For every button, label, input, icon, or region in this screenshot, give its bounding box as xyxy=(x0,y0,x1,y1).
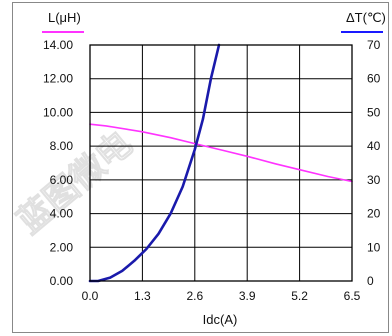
x-tick-label: 6.5 xyxy=(344,289,361,303)
left-y-tick-label: 6.00 xyxy=(50,173,74,187)
x-tick-label: 2.6 xyxy=(186,289,203,303)
left-y-tick-label: 12.00 xyxy=(43,72,73,86)
temperature-rise-series-line xyxy=(88,43,221,283)
left-y-tick-label: 4.00 xyxy=(50,207,74,221)
left-y-tick-label: 8.00 xyxy=(50,139,74,153)
plot-area-border xyxy=(89,44,353,282)
x-axis-title: Idc(A) xyxy=(203,312,238,327)
right-y-tick-label: 30 xyxy=(367,173,381,187)
left-y-tick-label: 0.00 xyxy=(50,274,74,288)
watermark-text: 蓝图微电 xyxy=(10,124,140,242)
right-y-tick-label: 60 xyxy=(367,72,381,86)
x-tick-label: 5.2 xyxy=(291,289,308,303)
grid xyxy=(90,45,352,281)
right-y-tick-label: 50 xyxy=(367,105,381,119)
tick-labels: 0.0 1.3 2.6 3.9 5.2 6.5 0.00 2.00 4.00 6.00 8.00 10… xyxy=(43,38,381,303)
x-tick-label: 3.9 xyxy=(239,289,256,303)
left-y-tick-label: 10.00 xyxy=(43,105,73,119)
watermark: 蓝图微电 xyxy=(10,123,141,242)
x-tick-label: 1.3 xyxy=(134,289,151,303)
x-tick-label: 0.0 xyxy=(82,289,99,303)
left-axis-title: L(μH) xyxy=(48,10,81,25)
left-y-tick-label: 14.00 xyxy=(43,38,73,52)
right-y-tick-label: 10 xyxy=(367,240,381,254)
right-y-tick-label: 70 xyxy=(367,38,381,52)
right-axis-title: ΔT(℃) xyxy=(346,10,386,25)
right-y-tick-label: 40 xyxy=(367,139,381,153)
right-y-tick-label: 0 xyxy=(367,274,374,288)
frame-border xyxy=(12,2,389,333)
series xyxy=(88,43,353,283)
right-y-tick-label: 20 xyxy=(367,207,381,221)
inductance-series-line xyxy=(89,123,353,183)
left-y-tick-label: 2.00 xyxy=(50,240,74,254)
